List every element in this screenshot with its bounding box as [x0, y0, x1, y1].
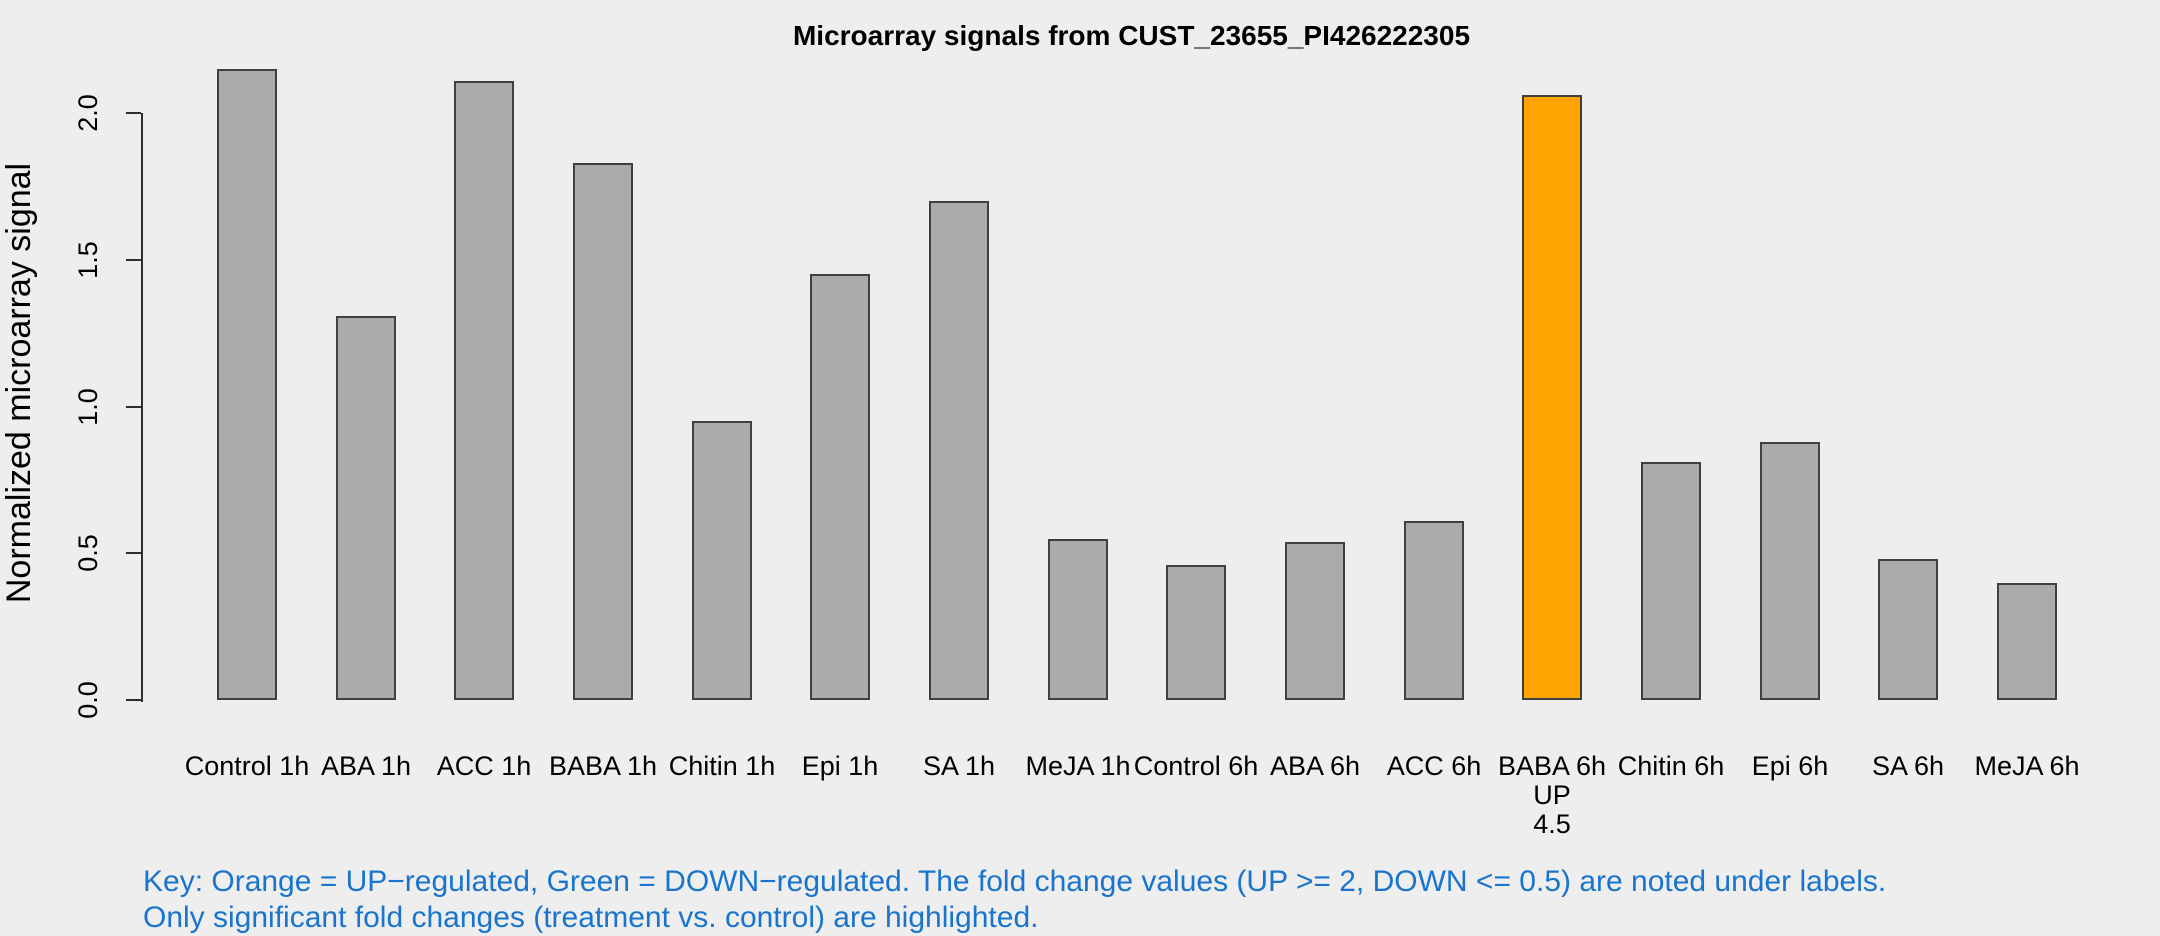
y-tick-label: 0.0 — [73, 681, 103, 719]
x-tick-label-line: Epi 1h — [801, 751, 879, 781]
key-note-line-2: Only significant fold changes (treatment… — [143, 901, 1039, 934]
y-tick-mark — [126, 699, 141, 701]
x-tick-label-line: Epi 6h — [1751, 751, 1829, 781]
x-tick-label-line: BABA 1h — [548, 751, 658, 781]
x-tick-label-baba-1h: BABA 1h — [518, 752, 688, 781]
x-tick-label-line: ACC 1h — [436, 751, 532, 781]
x-tick-label-sa-6h: SA 6h — [1823, 752, 1993, 781]
x-tick-label-line: Control 6h — [1133, 751, 1259, 781]
x-tick-label-line: Control 1h — [184, 751, 310, 781]
x-tick-label-acc-6h: ACC 6h — [1349, 752, 1519, 781]
x-tick-label-line: SA 6h — [1871, 751, 1945, 781]
y-tick-mark — [126, 112, 141, 114]
x-tick-label-chitin-1h: Chitin 1h — [637, 752, 807, 781]
x-tick-label-epi-1h: Epi 1h — [755, 752, 925, 781]
bar-baba-1h — [573, 163, 633, 700]
x-tick-label-line: ABA 6h — [1269, 751, 1361, 781]
x-tick-label-line: Chitin 1h — [668, 751, 776, 781]
bar-sa-1h — [929, 201, 989, 700]
x-tick-label-line: ACC 6h — [1386, 751, 1482, 781]
x-tick-label-line: UP — [1533, 780, 1571, 810]
x-tick-label-meja-1h: MeJA 1h — [993, 752, 1163, 781]
bar-meja-6h — [1997, 583, 2057, 700]
y-axis-line — [141, 113, 143, 702]
x-tick-label-aba-6h: ABA 6h — [1230, 752, 1400, 781]
key-note: Key: Orange = UP−regulated, Green = DOWN… — [143, 864, 1886, 936]
x-tick-label-chitin-6h: Chitin 6h — [1586, 752, 1756, 781]
y-tick-label: 2.0 — [73, 94, 103, 132]
x-tick-label-line: BABA 6h — [1497, 751, 1607, 781]
y-tick-mark — [126, 405, 141, 408]
y-axis-title: Normalized microarray signal — [0, 162, 38, 604]
x-tick-label-aba-1h: ABA 1h — [281, 752, 451, 781]
bar-acc-6h — [1404, 521, 1464, 700]
bar-sa-6h — [1878, 559, 1938, 700]
y-tick-mark — [126, 258, 141, 261]
bar-meja-1h — [1048, 539, 1108, 700]
y-tick-mark — [126, 552, 141, 555]
bar-control-1h — [217, 69, 277, 700]
y-tick-label: 1.0 — [73, 387, 103, 426]
x-tick-label-control-6h: Control 6h — [1111, 752, 1281, 781]
chart-title: Microarray signals from CUST_23655_PI426… — [792, 20, 1471, 51]
bar-chitin-1h — [692, 421, 752, 700]
x-tick-label-line: MeJA 1h — [1025, 751, 1131, 781]
y-tick-label: 0.5 — [73, 534, 103, 573]
x-tick-label-acc-1h: ACC 1h — [399, 752, 569, 781]
bar-epi-1h — [810, 274, 870, 700]
x-tick-label-line: MeJA 6h — [1974, 751, 2080, 781]
x-tick-label-line: 4.5 — [1533, 809, 1571, 839]
bar-chitin-6h — [1641, 462, 1701, 700]
x-tick-label-meja-6h: MeJA 6h — [1942, 752, 2112, 781]
x-tick-label-epi-6h: Epi 6h — [1705, 752, 1875, 781]
x-tick-label-line: ABA 1h — [320, 751, 412, 781]
x-tick-label-sa-1h: SA 1h — [874, 752, 1044, 781]
x-tick-label-line: SA 1h — [922, 751, 996, 781]
x-tick-label-baba-6h: BABA 6h UP 4.5 — [1467, 752, 1637, 839]
bar-acc-1h — [454, 81, 514, 700]
x-tick-label-line: Chitin 6h — [1617, 751, 1725, 781]
bar-control-6h — [1166, 565, 1226, 700]
bar-epi-6h — [1760, 442, 1820, 700]
bar-aba-1h — [336, 316, 396, 700]
y-tick-label: 1.5 — [73, 240, 103, 279]
key-note-line-1: Key: Orange = UP−regulated, Green = DOWN… — [143, 865, 1887, 898]
bar-aba-6h — [1285, 542, 1345, 700]
x-tick-label-control-1h: Control 1h — [162, 752, 332, 781]
bar-baba-6h — [1522, 95, 1582, 700]
